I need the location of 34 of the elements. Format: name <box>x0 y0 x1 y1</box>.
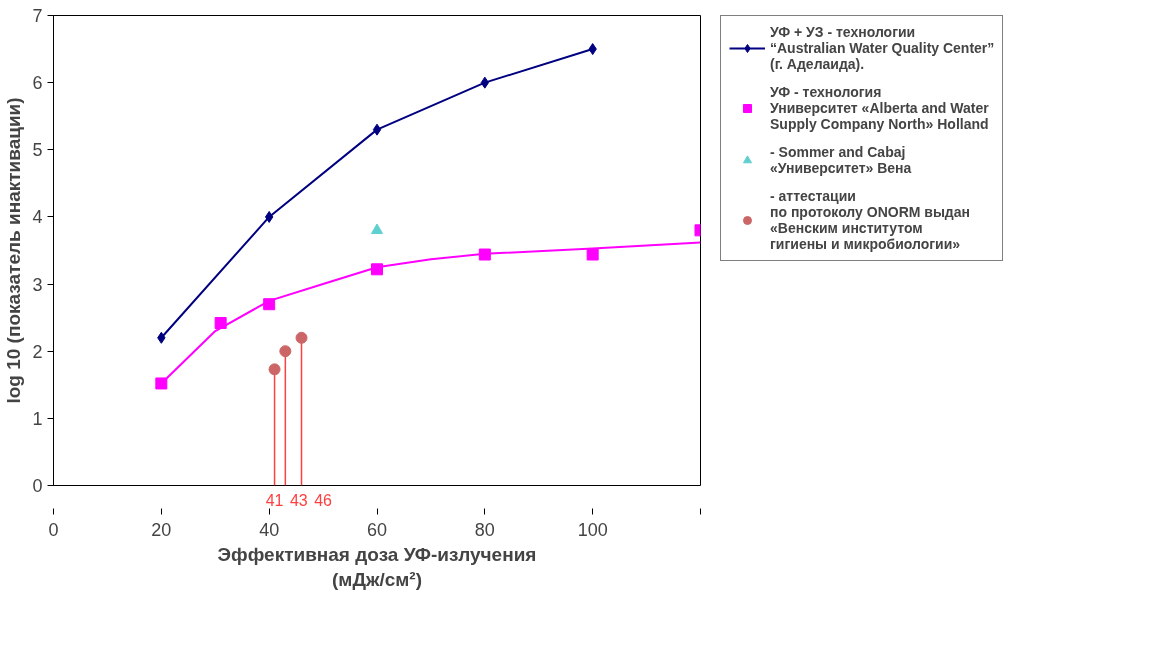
text: 43 <box>289 491 308 509</box>
x-tick-label: 80 <box>474 519 495 540</box>
x-axis-title: Эффективная доза УФ-излучения (мДж/см²) <box>217 543 537 590</box>
y-tick-label: 3 <box>32 274 43 295</box>
point <box>295 331 308 344</box>
x-tick-label: 60 <box>366 519 388 540</box>
y-axis-title: log 10 (показатель инактивации) <box>3 97 25 404</box>
point <box>263 298 276 311</box>
point <box>372 123 382 136</box>
point <box>586 248 599 261</box>
legend-label: - Sommer and Cabaj «Университет» Вена <box>770 144 912 176</box>
y-tick-label: 6 <box>32 73 43 94</box>
point <box>371 263 383 276</box>
legend-label: УФ - технология Университет «Alberta and Water Supply Company North» Holland <box>770 84 989 132</box>
point <box>268 363 281 376</box>
x-tick-label: 100 <box>577 519 608 540</box>
point <box>478 248 491 261</box>
point <box>214 317 227 330</box>
x-tick-label: 0 <box>48 519 59 540</box>
x-tick-label: 40 <box>259 519 280 540</box>
y-tick-label: 4 <box>32 207 43 228</box>
point <box>371 223 383 235</box>
point <box>155 377 168 390</box>
y-tick-label: 0 <box>32 476 43 496</box>
text: 46 <box>314 491 333 509</box>
text: 41 <box>265 491 284 509</box>
legend-label: УФ + УЗ - технологии “Australian Water Quality Center” (г. Аделаида). <box>770 24 995 72</box>
legend-label: - аттестации по протоколу ONORM выдан «Венским институтом гигиены и микробиологии» <box>770 188 970 252</box>
x-tick-label: 20 <box>151 519 172 540</box>
y-tick-label: 2 <box>32 341 43 362</box>
point <box>279 345 292 358</box>
y-tick-label: 7 <box>32 6 43 26</box>
y-tick-label: 5 <box>32 140 43 161</box>
y-tick-label: 1 <box>32 408 43 429</box>
